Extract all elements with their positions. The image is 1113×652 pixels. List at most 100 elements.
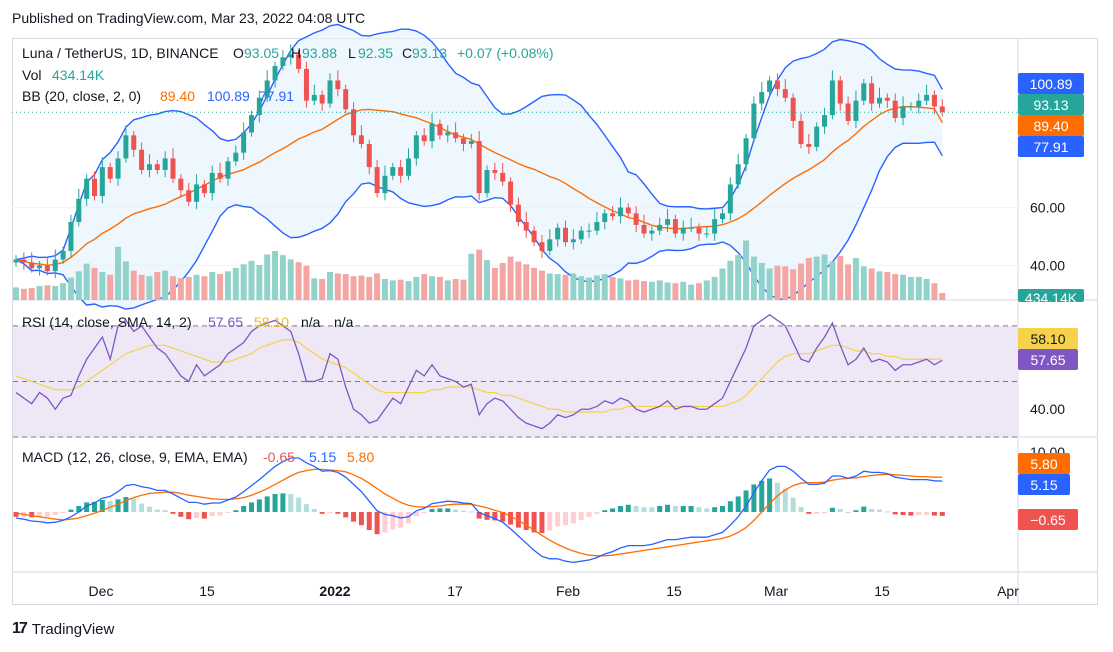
candle-body [445,132,451,136]
volume-bar [240,264,247,300]
volume-label: Vol [22,67,41,83]
candle-body [704,233,710,235]
volume-bar [813,256,820,300]
volume-bar [413,276,420,300]
volume-bar [845,264,852,300]
macd-histogram-bar [665,504,671,512]
candle-body [162,158,168,170]
macd-histogram-bar [790,497,796,512]
high-value: 93.88 [302,45,337,61]
low-value: 92.35 [358,45,393,61]
macd-histogram-bar [52,512,58,515]
macd-histogram-bar [99,500,105,512]
volume-bar [115,246,122,300]
time-axis-label: Apr [997,583,1019,599]
candles-layer [12,44,1018,279]
volume-bar [146,276,153,300]
volume-bar [484,260,490,300]
macd-histogram-bar [680,506,686,512]
candle-body [798,120,804,144]
candle-body [696,227,702,234]
macd-histogram-bar [641,507,647,512]
close-label: C [402,45,412,61]
volume-bar [507,256,514,300]
candle-body [468,141,474,144]
volume-bar [389,280,396,300]
candle-body [460,138,466,144]
macd-histogram-bar [256,499,262,512]
macd-histogram-bar [460,510,466,512]
candle-body [76,198,82,222]
rsi-badge: 57.65 [1018,349,1078,370]
tradingview-brand[interactable]: 17 TradingView [12,620,114,638]
time-axis-label: 15 [666,583,682,599]
macd-histogram-bar [366,512,372,530]
volume-bar [350,276,357,300]
bollinger-upper-line [15,23,943,261]
macd-histogram-bar [500,512,506,522]
macd-histogram-bar [720,506,725,512]
candle-body [657,224,663,231]
macd-histogram-bar [319,512,325,514]
volume-bar [319,279,326,300]
macd-histogram-bar [727,501,733,512]
bb-label: BB (20, close, 2, 0) [22,88,141,104]
basis-badge: 89.40 [1018,115,1084,136]
rsi-ma-badge: 58.10 [1018,328,1078,349]
time-axis-label: Dec [89,583,114,599]
volume-bar [334,273,341,300]
rsi-na-2: n/a [334,314,354,330]
volume-bar [295,262,302,300]
price-tick-label: 40.00 [1030,257,1065,273]
candle-body [853,100,859,121]
volume-bar [366,276,373,300]
macd-histogram-bar [822,512,828,514]
macd-histogram-bar [453,509,459,512]
macd-histogram-bar [201,512,207,519]
volume-bar [279,255,286,300]
candle-body [437,123,443,136]
macd-histogram-bar [814,512,820,514]
macd-histogram-bar [837,509,843,512]
candle-body [720,213,725,220]
volume-bar [782,266,789,300]
macd-histogram-bar [845,512,851,513]
volume-bar [578,276,585,300]
macd-histogram-bar [508,512,514,525]
macd-histogram-bar [225,512,231,513]
candle-body [869,83,875,104]
volume-bar [232,267,239,300]
macd-histogram-bar [468,511,474,513]
macd-histogram-bar [586,512,592,517]
volume-bar [429,276,436,300]
macd-histogram-bar [178,512,184,517]
candle-body [99,167,105,196]
lower-band-badge: 77.91 [1018,136,1084,157]
volume-bar [703,280,710,300]
candle-body [861,83,867,101]
candle-body [374,167,380,194]
candle-body [570,239,576,243]
volume-bar [201,276,208,300]
volume-bar [664,282,671,300]
volume-bar [209,272,216,300]
volume-bar [538,270,545,300]
candle-body [272,66,278,81]
candle-body [743,138,749,165]
macd-histogram-bar [774,482,780,512]
time-axis-label: 15 [874,583,890,599]
macd-histogram-bar [123,497,129,512]
candle-body [131,135,137,150]
macd-histogram-bar [60,512,66,513]
rsi-badge-text: 57.65 [1030,352,1065,368]
macd-histogram-bar [311,509,317,512]
macd-histogram-bar [241,506,247,512]
time-axis-label: 15 [199,583,215,599]
macd-histogram-bar [186,512,192,520]
volume-bar [900,274,907,300]
high-label: H [291,45,301,61]
volume-bar [272,251,279,300]
macd-histogram-bar [358,512,364,526]
volume-bar [20,288,27,300]
